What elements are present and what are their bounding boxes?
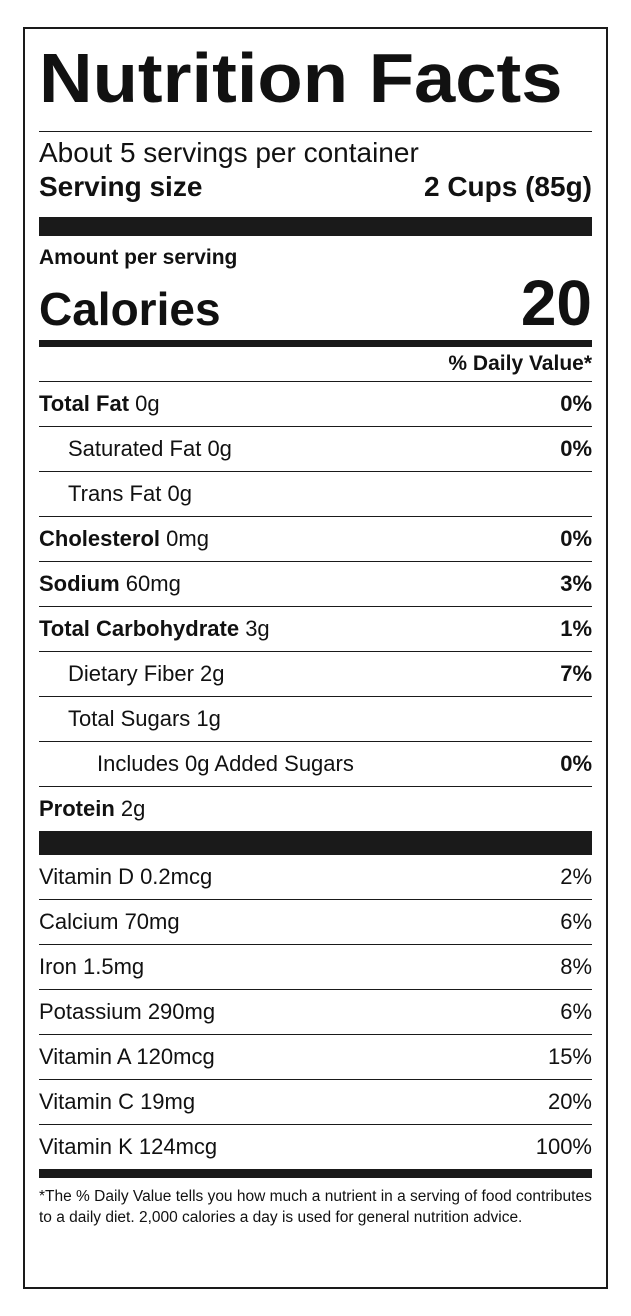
nutrient-name: Protein	[39, 796, 115, 821]
vitamin-text: Vitamin C 19mg	[39, 1089, 196, 1114]
amount-per-serving: Amount per serving	[39, 246, 238, 269]
nutrient-dv: 0%	[560, 751, 592, 776]
calories-row: Calories 20	[39, 267, 592, 339]
vitamin-dv: 6%	[560, 999, 592, 1024]
serving-size-value: 2 Cups (85g)	[423, 171, 592, 202]
vitamin-text: Vitamin D 0.2mcg	[39, 864, 213, 889]
servings-per-container: About 5 servings per container	[39, 137, 419, 168]
nutrient-name: Saturated Fat	[68, 436, 202, 461]
nutrient-row-cholesterol: Cholesterol 0mg 0%	[39, 516, 592, 561]
nutrient-amount: 0g	[167, 481, 192, 506]
vitamin-text: Calcium 70mg	[39, 909, 180, 934]
vitamin-dv: 2%	[560, 864, 592, 889]
medium-divider	[39, 340, 592, 347]
vitamin-text: Iron 1.5mg	[39, 954, 145, 979]
daily-value-header: % Daily Value*	[448, 352, 592, 375]
vitamin-row-iron: Iron 1.5mg 8%	[39, 944, 592, 989]
nutrient-name: Total Sugars	[68, 706, 191, 731]
nutrient-name: Dietary Fiber	[68, 661, 194, 686]
vitamin-text: Potassium 290mg	[39, 999, 216, 1024]
footnote-divider	[39, 1169, 592, 1178]
vitamin-row-calcium: Calcium 70mg 6%	[39, 899, 592, 944]
title-divider	[39, 131, 592, 132]
serving-size-row: Serving size 2 Cups (85g)	[39, 171, 592, 203]
vitamin-dv: 100%	[535, 1134, 592, 1159]
calories-value: 20	[520, 267, 592, 339]
label-title: Nutrition Facts	[39, 39, 563, 117]
nutrient-row-total-carbohydrate: Total Carbohydrate 3g 1%	[39, 606, 592, 651]
nutrient-row-dietary-fiber: Dietary Fiber 2g 7%	[39, 651, 592, 696]
nutrient-dv: 0%	[560, 526, 592, 551]
nutrient-dv: 1%	[560, 616, 592, 641]
nutrient-row-saturated-fat: Saturated Fat 0g 0%	[39, 426, 592, 471]
vitamin-row-vitamin-d: Vitamin D 0.2mcg 2%	[39, 855, 592, 899]
nutrient-dv: 3%	[560, 571, 592, 596]
nutrient-row-total-fat: Total Fat 0g 0%	[39, 381, 592, 426]
nutrient-row-protein: Protein 2g	[39, 786, 592, 831]
nutrient-amount: 60mg	[125, 571, 181, 596]
vitamin-row-vitamin-k: Vitamin K 124mcg 100%	[39, 1124, 592, 1169]
nutrient-name: Cholesterol	[39, 526, 161, 551]
thick-divider-top	[39, 217, 592, 236]
nutrient-amount: 0g	[135, 391, 160, 416]
daily-value-footnote: *The % Daily Value tells you how much a …	[39, 1188, 592, 1226]
nutrient-dv: 0%	[560, 391, 592, 416]
vitamin-dv: 20%	[547, 1089, 592, 1114]
calories-label: Calories	[39, 283, 221, 335]
vitamin-text: Vitamin A 120mcg	[39, 1044, 215, 1069]
nutrient-amount: 1g	[196, 706, 221, 731]
nutrient-name: Includes 0g Added Sugars	[97, 751, 354, 776]
vitamin-dv: 8%	[560, 954, 592, 979]
vitamin-dv: 15%	[547, 1044, 592, 1069]
vitamin-row-potassium: Potassium 290mg 6%	[39, 989, 592, 1034]
nutrient-amount: 3g	[245, 616, 270, 641]
nutrient-dv: 0%	[560, 436, 592, 461]
thick-divider-vitamins	[39, 831, 592, 855]
nutrient-amount: 2g	[200, 661, 225, 686]
nutrient-row-trans-fat: Trans Fat 0g	[39, 471, 592, 516]
vitamin-row-vitamin-c: Vitamin C 19mg 20%	[39, 1079, 592, 1124]
nutrient-amount: 2g	[120, 796, 146, 821]
nutrient-amount: 0mg	[166, 526, 209, 551]
vitamin-row-vitamin-a: Vitamin A 120mcg 15%	[39, 1034, 592, 1079]
vitamin-dv: 6%	[560, 909, 592, 934]
nutrient-name: Sodium	[39, 571, 120, 596]
serving-size-label: Serving size	[39, 171, 203, 202]
nutrient-row-added-sugars: Includes 0g Added Sugars 0%	[39, 741, 592, 786]
nutrient-name: Total Fat	[39, 391, 130, 416]
nutrient-name: Trans Fat	[68, 481, 162, 506]
nutrient-row-sodium: Sodium 60mg 3%	[39, 561, 592, 606]
vitamin-text: Vitamin K 124mcg	[39, 1134, 218, 1159]
nutrition-facts-label: Nutrition Facts About 5 servings per con…	[23, 27, 608, 1289]
nutrient-dv: 7%	[560, 661, 592, 686]
nutrient-row-total-sugars: Total Sugars 1g	[39, 696, 592, 741]
nutrient-name: Total Carbohydrate	[39, 616, 240, 641]
nutrient-amount: 0g	[207, 436, 232, 461]
